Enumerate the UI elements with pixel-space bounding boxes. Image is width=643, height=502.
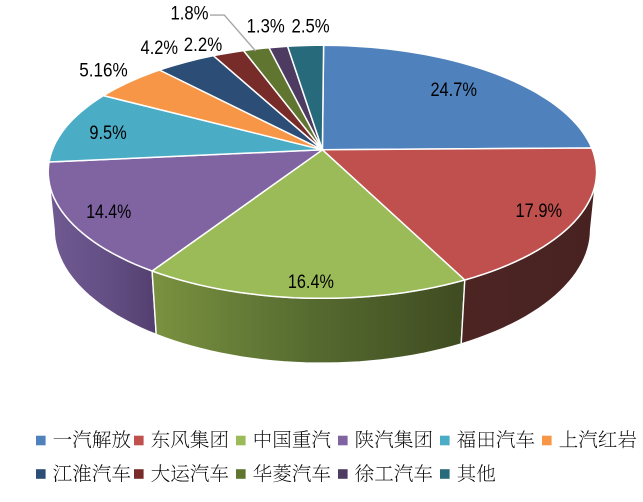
svg-text:24.7%: 24.7% <box>430 80 477 101</box>
svg-text:2.5%: 2.5% <box>292 16 330 37</box>
svg-text:1.8%: 1.8% <box>170 3 208 24</box>
svg-text:4.2%: 4.2% <box>141 38 179 59</box>
svg-text:14.4%: 14.4% <box>86 202 131 223</box>
svg-text:16.4%: 16.4% <box>288 272 334 293</box>
svg-text:1.3%: 1.3% <box>247 16 285 37</box>
svg-text:2.2%: 2.2% <box>184 35 222 56</box>
svg-text:17.9%: 17.9% <box>516 201 563 222</box>
svg-text:5.16%: 5.16% <box>79 61 128 82</box>
svg-text:9.5%: 9.5% <box>89 123 126 144</box>
